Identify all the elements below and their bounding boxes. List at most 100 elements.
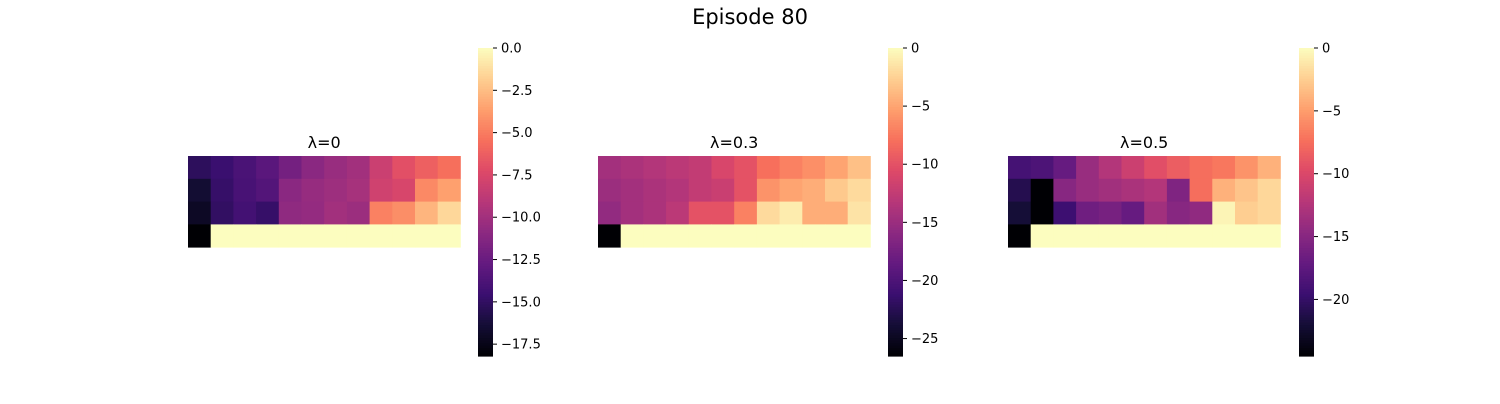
colorbar-segment bbox=[478, 240, 493, 244]
colorbar-tick-label: −12.5 bbox=[501, 253, 541, 268]
heatmap-cell bbox=[1144, 201, 1168, 225]
heatmap-cell bbox=[779, 224, 803, 248]
colorbar-segment bbox=[478, 53, 493, 57]
colorbar-segment bbox=[478, 289, 493, 293]
heatmap-cell bbox=[415, 224, 439, 248]
colorbar-segment bbox=[478, 155, 493, 159]
colorbar-segment bbox=[478, 335, 493, 339]
heatmap-title: λ=0.5 bbox=[1120, 133, 1168, 152]
colorbar-segment bbox=[1299, 166, 1314, 170]
colorbar-tick-label: −25 bbox=[911, 332, 938, 347]
colorbar-segment bbox=[478, 181, 493, 185]
colorbar-segment bbox=[888, 60, 903, 64]
colorbar-segment bbox=[1299, 196, 1314, 201]
heatmap-cell bbox=[666, 201, 690, 225]
heatmap-cell bbox=[301, 201, 325, 225]
colorbar-segment bbox=[478, 207, 493, 211]
heatmap-title: λ=0 bbox=[308, 133, 341, 152]
colorbar-segment bbox=[1299, 137, 1314, 141]
colorbar-segment bbox=[1299, 284, 1314, 288]
colorbar-segment bbox=[478, 114, 493, 118]
heatmap-cell bbox=[688, 224, 712, 248]
heatmap-cell bbox=[666, 156, 690, 180]
colorbar-segment bbox=[478, 330, 493, 334]
colorbar-segment bbox=[888, 127, 903, 131]
colorbar-segment bbox=[888, 263, 903, 267]
heatmap-cell bbox=[1030, 156, 1054, 180]
colorbar-segment bbox=[888, 322, 903, 326]
colorbar-segment bbox=[888, 178, 903, 183]
colorbar-segment bbox=[478, 345, 493, 349]
heatmap-cell bbox=[1008, 224, 1032, 248]
colorbar-segment bbox=[1299, 219, 1314, 224]
colorbar-segment bbox=[888, 112, 903, 116]
colorbar-segment bbox=[478, 250, 493, 254]
colorbar-segment bbox=[1299, 253, 1314, 257]
heatmap-cell bbox=[324, 178, 348, 202]
colorbar-segment bbox=[478, 196, 493, 201]
colorbar-segment bbox=[1299, 55, 1314, 59]
colorbar-segment bbox=[888, 81, 903, 85]
colorbar-segment bbox=[1299, 330, 1314, 334]
heatmap-cell bbox=[598, 178, 622, 202]
heatmap-cell bbox=[301, 178, 325, 202]
heatmap-cell bbox=[346, 178, 370, 202]
colorbar-tick-label: 0 bbox=[1322, 42, 1330, 57]
heatmap-cell bbox=[392, 156, 416, 180]
colorbar-segment bbox=[478, 225, 493, 229]
colorbar-segment bbox=[1299, 86, 1314, 90]
colorbar-segment bbox=[1299, 140, 1314, 144]
colorbar-segment bbox=[478, 314, 493, 319]
heatmap-cell bbox=[437, 156, 461, 180]
heatmap-cell bbox=[278, 178, 302, 202]
heatmap-cell bbox=[1098, 156, 1122, 180]
colorbar-segment bbox=[888, 73, 903, 77]
colorbar-segment bbox=[888, 114, 903, 118]
colorbar-segment bbox=[1299, 214, 1314, 218]
colorbar-segment bbox=[888, 163, 903, 167]
colorbar-segment bbox=[1299, 171, 1314, 175]
colorbar-segment bbox=[888, 189, 903, 193]
heatmap-cell bbox=[1257, 178, 1281, 202]
heatmap-cell bbox=[278, 224, 302, 248]
heatmap-cell bbox=[369, 156, 393, 180]
colorbar-segment bbox=[1299, 53, 1314, 57]
colorbar-tick-label: −20 bbox=[1322, 293, 1349, 308]
colorbar-segment bbox=[478, 219, 493, 224]
colorbar: 0 −5 −10 −15 −20 −25 bbox=[888, 42, 938, 357]
heatmap-cell bbox=[233, 156, 257, 180]
colorbar-segment bbox=[888, 155, 903, 159]
colorbar-segment bbox=[1299, 119, 1314, 124]
colorbar-segment bbox=[888, 153, 903, 157]
colorbar-segment bbox=[1299, 271, 1314, 275]
colorbar-segment bbox=[478, 140, 493, 144]
colorbar-segment bbox=[1299, 258, 1314, 262]
colorbar-tick-label: −2.5 bbox=[501, 84, 533, 99]
colorbar-segment bbox=[1299, 335, 1314, 339]
heatmap-cell bbox=[1189, 201, 1213, 225]
colorbar-segment bbox=[1299, 168, 1314, 172]
colorbar-segment bbox=[478, 296, 493, 301]
colorbar-segment bbox=[1299, 353, 1314, 357]
colorbar-segment bbox=[478, 204, 493, 208]
colorbar-segment bbox=[1299, 153, 1314, 157]
colorbar-segment bbox=[1299, 250, 1314, 254]
colorbar-segment bbox=[478, 153, 493, 157]
heatmap-cell bbox=[779, 178, 803, 202]
colorbar-segment bbox=[478, 322, 493, 326]
colorbar: 0.0 −2.5 −5.0 −7.5 −10.0 −12.5 −15.0 −17.5 bbox=[478, 42, 541, 357]
colorbar-segment bbox=[888, 276, 903, 280]
colorbar-segment bbox=[888, 304, 903, 308]
heatmap-cell bbox=[369, 201, 393, 225]
colorbar-segment bbox=[1299, 207, 1314, 211]
colorbar-segment bbox=[888, 86, 903, 90]
colorbar-segment bbox=[888, 271, 903, 275]
heatmap-cell bbox=[688, 156, 712, 180]
colorbar-segment bbox=[478, 348, 493, 352]
colorbar-segment bbox=[478, 243, 493, 247]
colorbar-segment bbox=[478, 94, 493, 98]
figure-title: Episode 80 bbox=[692, 5, 808, 29]
colorbar-segment bbox=[478, 78, 493, 82]
colorbar-segment bbox=[1299, 327, 1314, 331]
